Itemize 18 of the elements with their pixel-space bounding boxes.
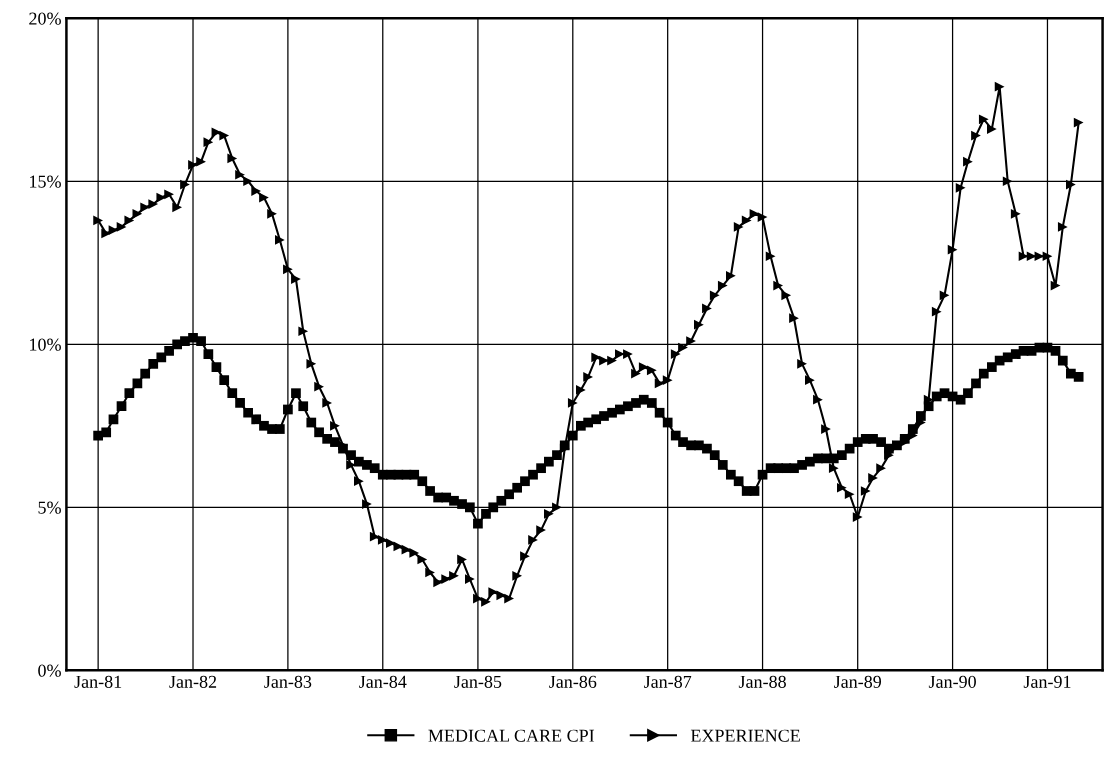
x-tick-label: Jan-84 bbox=[359, 675, 407, 688]
x-tick-label: Jan-86 bbox=[549, 675, 597, 688]
y-tick-label: 5% bbox=[38, 501, 61, 514]
y-tick-label: 20% bbox=[29, 12, 61, 25]
x-tick-label: Jan-83 bbox=[264, 675, 312, 688]
x-tick-label: Jan-81 bbox=[74, 675, 122, 688]
x-tick-label: Jan-91 bbox=[1023, 675, 1071, 688]
y-tick-label: 15% bbox=[30, 175, 61, 188]
x-tick-label: Jan-85 bbox=[454, 675, 502, 688]
x-tick-label: Jan-89 bbox=[834, 675, 882, 688]
x-tick-label: Jan-88 bbox=[738, 675, 786, 688]
legend-label: EXPERIENCE bbox=[690, 729, 800, 742]
x-tick-label: Jan-90 bbox=[928, 675, 976, 688]
legend-label: MEDICAL CARE CPI bbox=[428, 729, 595, 742]
y-tick-label: 0% bbox=[38, 664, 61, 677]
x-tick-label: Jan-87 bbox=[643, 675, 692, 688]
x-tick-label: Jan-82 bbox=[169, 675, 217, 688]
y-tick-label: 10% bbox=[30, 338, 61, 351]
